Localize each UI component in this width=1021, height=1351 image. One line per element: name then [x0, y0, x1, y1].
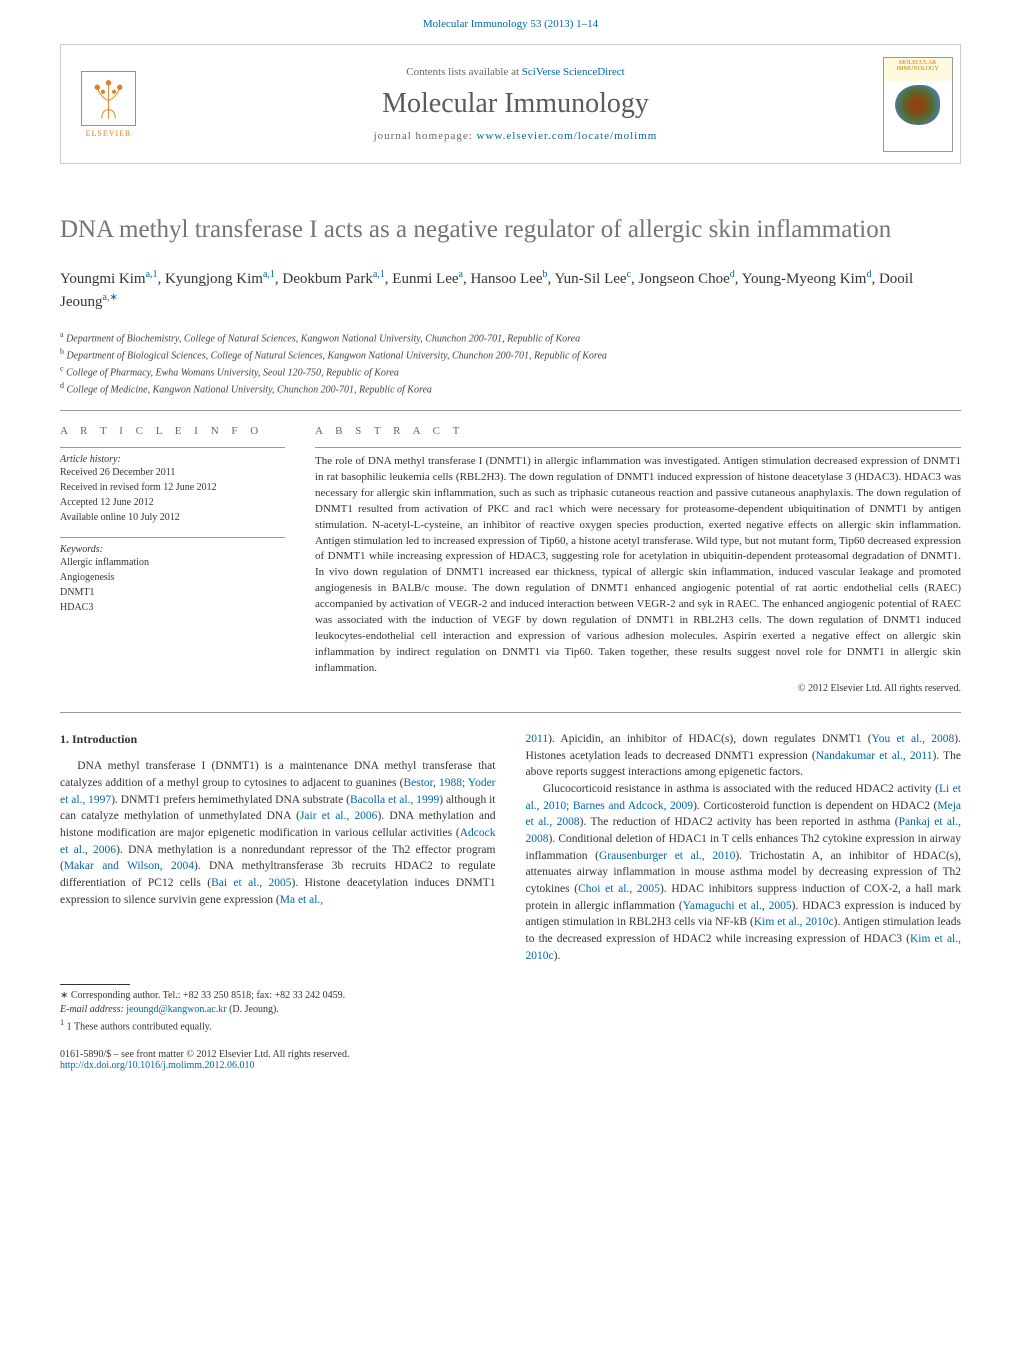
- contents-prefix: Contents lists available at: [406, 66, 521, 78]
- affiliation-line: d College of Medicine, Kangwon National …: [60, 380, 961, 397]
- journal-homepage-line: journal homepage: www.elsevier.com/locat…: [374, 130, 658, 142]
- elsevier-tree-icon: [81, 71, 136, 126]
- journal-header-box: ELSEVIER Contents lists available at Sci…: [60, 44, 961, 164]
- intro-paragraph-1-cont: 2011). Apicidin, an inhibitor of HDAC(s)…: [526, 731, 962, 781]
- issn-copyright: 0161-5890/$ – see front matter © 2012 El…: [60, 1049, 349, 1060]
- introduction-heading: 1. Introduction: [60, 731, 496, 748]
- footnotes: ∗ Corresponding author. Tel.: +82 33 250…: [60, 984, 480, 1034]
- journal-cover-thumbnail: MOLECULAR IMMUNOLOGY: [875, 45, 960, 163]
- keywords-label: Keywords:: [60, 544, 285, 555]
- affiliation-line: b Department of Biological Sciences, Col…: [60, 346, 961, 363]
- intro-paragraph-2: Glucocorticoid resistance in asthma is a…: [526, 781, 962, 964]
- body-column-right: 2011). Apicidin, an inhibitor of HDAC(s)…: [526, 731, 962, 964]
- abstract-column: A B S T R A C T The role of DNA methyl t…: [315, 425, 961, 694]
- keyword-line: Allergic inflammation: [60, 555, 285, 570]
- history-line: Received 26 December 2011: [60, 465, 285, 480]
- article-info-column: A R T I C L E I N F O Article history: R…: [60, 425, 285, 694]
- divider: [60, 410, 961, 411]
- abstract-copyright: © 2012 Elsevier Ltd. All rights reserved…: [315, 683, 961, 694]
- abstract-heading: A B S T R A C T: [315, 425, 961, 437]
- front-matter-line: 0161-5890/$ – see front matter © 2012 El…: [60, 1049, 349, 1071]
- history-line: Accepted 12 June 2012: [60, 495, 285, 510]
- journal-name: Molecular Immunology: [382, 88, 649, 120]
- email-line: E-mail address: jeoungd@kangwon.ac.kr (D…: [60, 1003, 480, 1017]
- header-center: Contents lists available at SciVerse Sci…: [156, 45, 875, 163]
- affiliation-line: a Department of Biochemistry, College of…: [60, 329, 961, 346]
- history-line: Available online 10 July 2012: [60, 510, 285, 525]
- article-info-heading: A R T I C L E I N F O: [60, 425, 285, 437]
- article-title: DNA methyl transferase I acts as a negat…: [60, 214, 961, 247]
- history-line: Received in revised form 12 June 2012: [60, 480, 285, 495]
- corresponding-author-note: ∗ Corresponding author. Tel.: +82 33 250…: [60, 989, 480, 1003]
- article-history-block: Article history: Received 26 December 20…: [60, 447, 285, 525]
- affiliation-line: c College of Pharmacy, Ewha Womans Unive…: [60, 363, 961, 380]
- affiliations: a Department of Biochemistry, College of…: [60, 329, 961, 398]
- history-label: Article history:: [60, 454, 285, 465]
- body-two-column: 1. Introduction DNA methyl transferase I…: [60, 712, 961, 964]
- doi-link[interactable]: http://dx.doi.org/10.1016/j.molimm.2012.…: [60, 1060, 255, 1071]
- keyword-line: DNMT1: [60, 585, 285, 600]
- email-label: E-mail address:: [60, 1004, 126, 1015]
- homepage-prefix: journal homepage:: [374, 130, 477, 142]
- cover-art-icon: [895, 85, 940, 125]
- sciencedirect-link[interactable]: SciVerse ScienceDirect: [522, 66, 625, 78]
- publisher-logo: ELSEVIER: [61, 45, 156, 163]
- cover-title: MOLECULAR IMMUNOLOGY: [884, 58, 952, 75]
- abstract-text: The role of DNA methyl transferase I (DN…: [315, 447, 961, 677]
- footnote-rule: [60, 984, 130, 985]
- keyword-line: HDAC3: [60, 600, 285, 615]
- email-suffix: (D. Jeoung).: [227, 1004, 279, 1015]
- running-head-citation: Molecular Immunology 53 (2013) 1–14: [0, 0, 1021, 44]
- body-column-left: 1. Introduction DNA methyl transferase I…: [60, 731, 496, 964]
- equal-contribution-note: 1 1 These authors contributed equally.: [60, 1017, 480, 1034]
- journal-homepage-link[interactable]: www.elsevier.com/locate/molimm: [477, 130, 658, 142]
- intro-paragraph-1: DNA methyl transferase I (DNMT1) is a ma…: [60, 758, 496, 908]
- contents-available-line: Contents lists available at SciVerse Sci…: [406, 66, 624, 78]
- page-footer: 0161-5890/$ – see front matter © 2012 El…: [60, 1049, 961, 1071]
- publisher-name: ELSEVIER: [86, 129, 132, 138]
- author-list: Youngmi Kima,1, Kyungjong Kima,1, Deokbu…: [60, 267, 961, 314]
- keywords-block: Keywords: Allergic inflammationAngiogene…: [60, 537, 285, 615]
- corresponding-email-link[interactable]: jeoungd@kangwon.ac.kr: [126, 1004, 226, 1015]
- keyword-line: Angiogenesis: [60, 570, 285, 585]
